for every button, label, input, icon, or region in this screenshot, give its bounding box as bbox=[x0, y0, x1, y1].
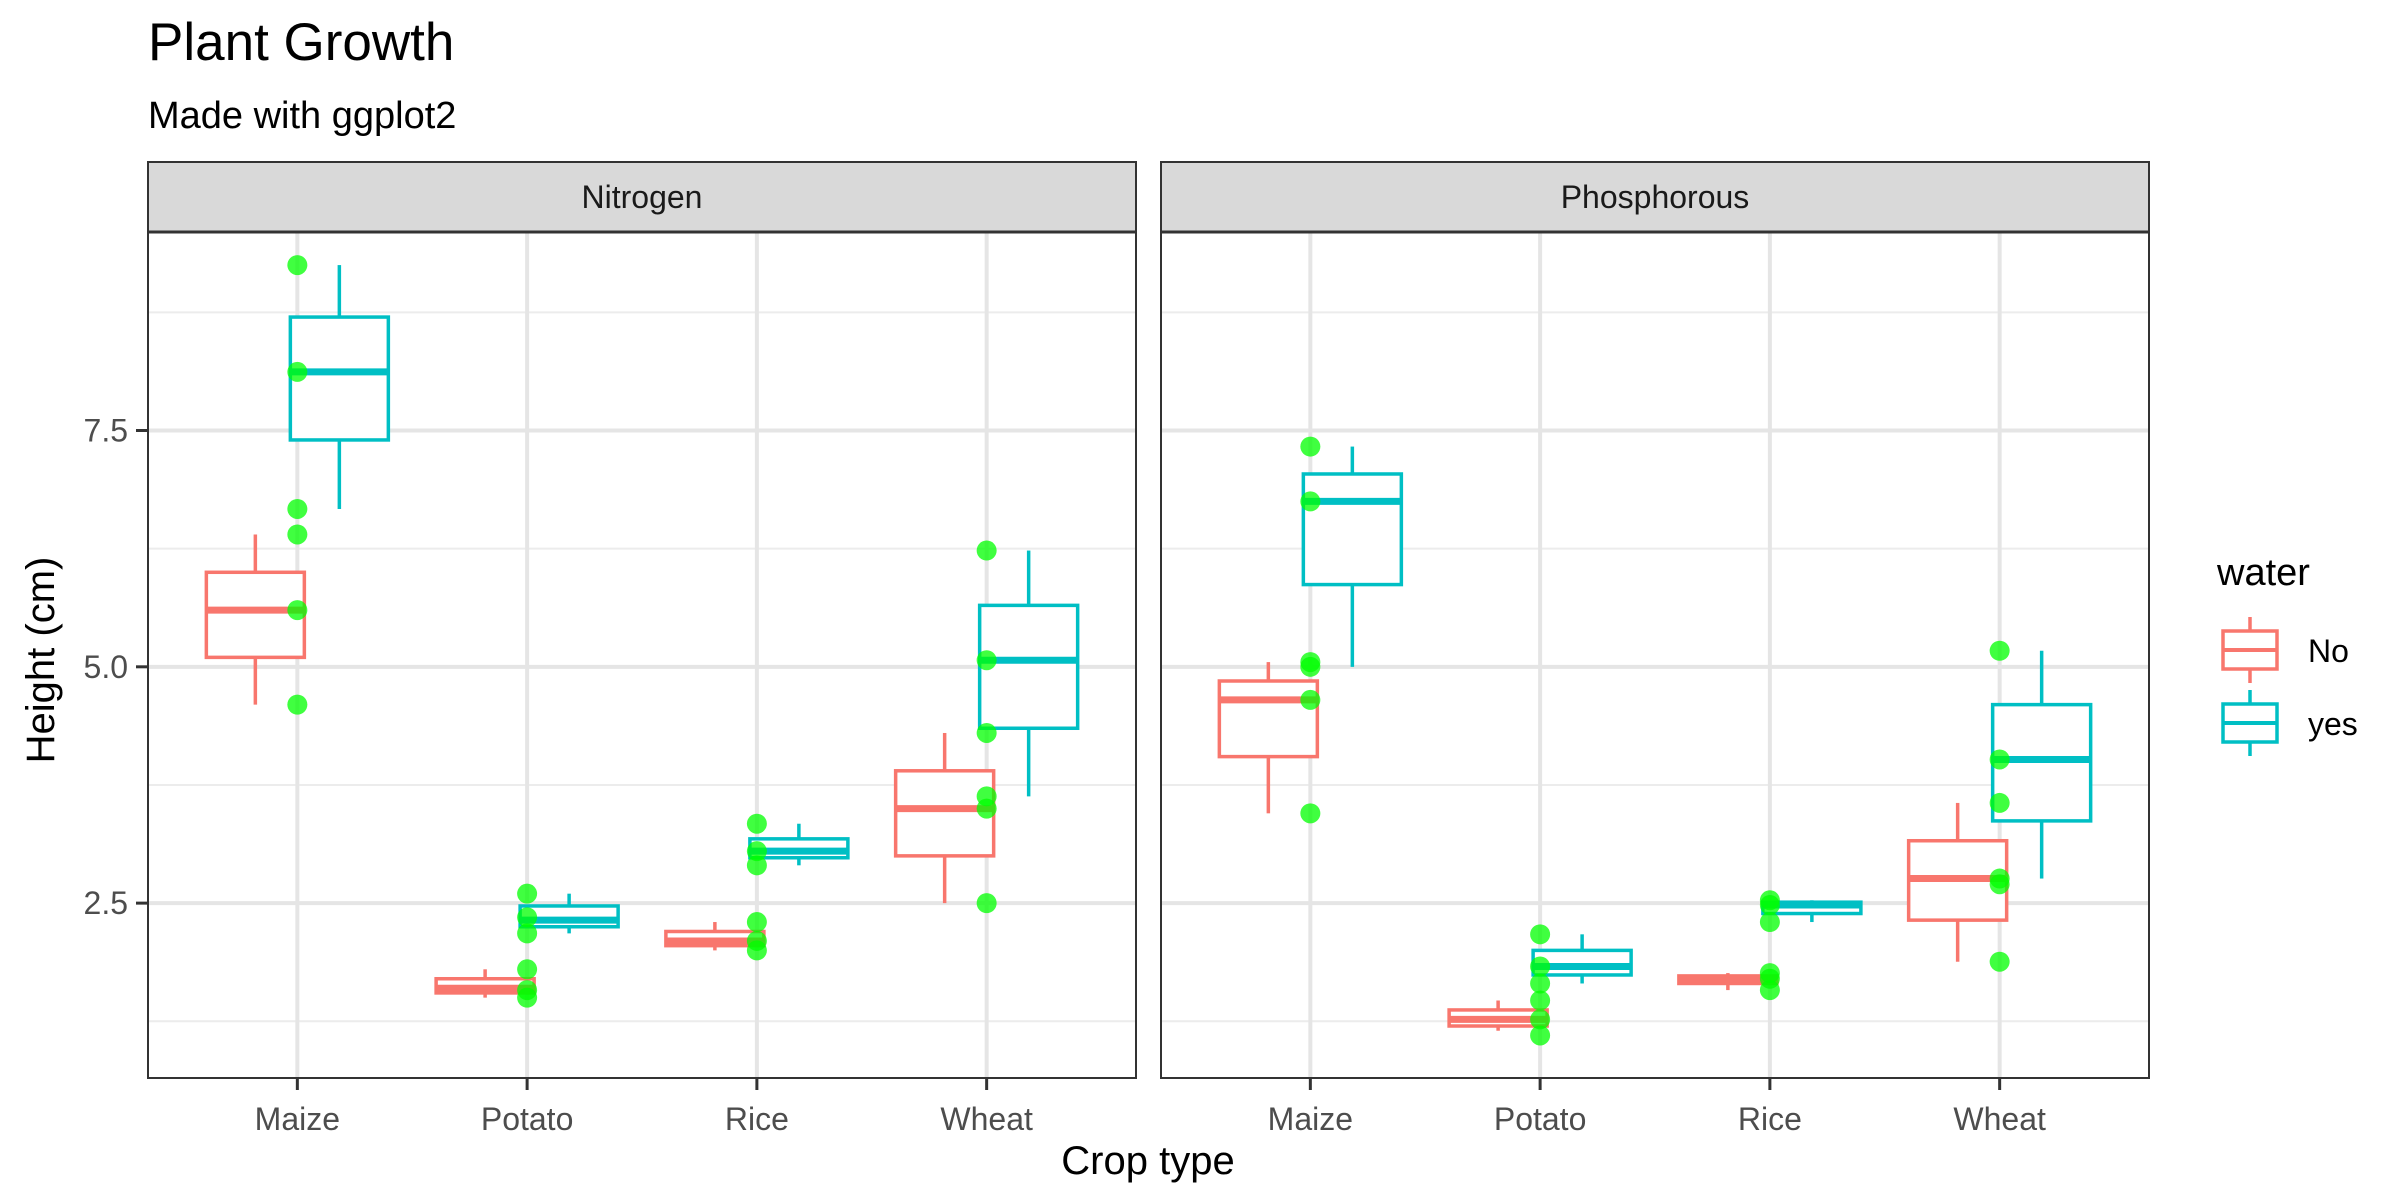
box-body bbox=[1217, 679, 1320, 759]
x-tick-label: Rice bbox=[1738, 1101, 1802, 1137]
y-tick-label: 5.0 bbox=[84, 649, 128, 685]
data-point bbox=[517, 923, 538, 944]
data-point bbox=[1300, 436, 1321, 457]
data-point bbox=[1989, 951, 2010, 972]
box-body bbox=[288, 315, 391, 442]
x-axis-title: Crop type bbox=[1061, 1139, 1234, 1183]
data-point bbox=[746, 940, 767, 961]
strip-label-nitrogen: Nitrogen bbox=[582, 179, 703, 215]
y-axis-title: Height (cm) bbox=[19, 557, 63, 764]
data-point bbox=[1989, 640, 2010, 661]
box-body bbox=[977, 603, 1080, 731]
data-point bbox=[517, 987, 538, 1008]
data-point bbox=[287, 255, 308, 276]
strip-background bbox=[147, 161, 1137, 233]
data-point bbox=[746, 912, 767, 933]
box-maize-yes bbox=[1301, 446, 1404, 667]
y-axis: 2.5 5.0 7.5 bbox=[84, 413, 148, 921]
legend-entry-no: No bbox=[2221, 617, 2349, 683]
box-body bbox=[204, 570, 307, 660]
data-point bbox=[1759, 912, 1780, 933]
legend: water No yes bbox=[2216, 552, 2358, 756]
box-body bbox=[1301, 472, 1404, 587]
data-point bbox=[976, 540, 997, 561]
data-point bbox=[1530, 1009, 1551, 1030]
data-point bbox=[1989, 874, 2010, 895]
data-point bbox=[1530, 990, 1551, 1011]
x-tick-label: Potato bbox=[481, 1101, 574, 1137]
data-point bbox=[517, 883, 538, 904]
x-tick-label: Rice bbox=[725, 1101, 789, 1137]
data-point bbox=[1759, 895, 1780, 916]
data-point bbox=[1530, 973, 1551, 994]
data-point bbox=[1530, 1025, 1551, 1046]
data-point bbox=[517, 959, 538, 980]
facet-nitrogen: Nitrogen Maize Potato Rice Wheat bbox=[147, 161, 1137, 1137]
data-point bbox=[976, 798, 997, 819]
data-point bbox=[746, 855, 767, 876]
facet-phosphorous: Phosphorous Maize Potato Rice Wheat bbox=[1160, 161, 2150, 1137]
legend-title: water bbox=[2216, 552, 2310, 594]
data-point bbox=[976, 650, 997, 671]
chart-subtitle: Made with ggplot2 bbox=[148, 95, 456, 137]
data-point bbox=[287, 524, 308, 545]
data-point bbox=[1530, 924, 1551, 945]
box-maize-yes bbox=[288, 265, 391, 509]
x-tick-label: Maize bbox=[1268, 1101, 1353, 1137]
data-point bbox=[1989, 749, 2010, 770]
data-point bbox=[1300, 491, 1321, 512]
data-point bbox=[1300, 803, 1321, 824]
data-point bbox=[517, 907, 538, 928]
data-point bbox=[976, 893, 997, 914]
data-point bbox=[1989, 792, 2010, 813]
data-point bbox=[1300, 689, 1321, 710]
box-wheat-yes bbox=[977, 550, 1080, 797]
data-point bbox=[287, 600, 308, 621]
data-point bbox=[287, 361, 308, 382]
box-maize-no bbox=[1217, 662, 1320, 814]
box-body bbox=[1531, 948, 1633, 977]
data-point bbox=[287, 694, 308, 715]
x-tick-label: Wheat bbox=[940, 1101, 1033, 1137]
strip-background bbox=[1160, 161, 2150, 233]
strip-label-phosphorous: Phosphorous bbox=[1561, 179, 1750, 215]
data-point bbox=[746, 813, 767, 834]
legend-label-yes: yes bbox=[2308, 706, 2358, 742]
x-tick-label: Maize bbox=[255, 1101, 340, 1137]
data-point bbox=[746, 841, 767, 862]
legend-label-no: No bbox=[2308, 633, 2349, 669]
facet-panels: Nitrogen Maize Potato Rice Wheat Phosphorous M… bbox=[147, 161, 2150, 1137]
x-tick-label: Wheat bbox=[1953, 1101, 2046, 1137]
data-point bbox=[1759, 980, 1780, 1001]
panel-background bbox=[1161, 232, 2149, 1078]
data-point bbox=[1530, 956, 1551, 977]
y-tick-label: 7.5 bbox=[84, 413, 128, 449]
data-point bbox=[287, 498, 308, 519]
y-tick-label: 2.5 bbox=[84, 885, 128, 921]
x-tick-label: Potato bbox=[1494, 1101, 1587, 1137]
data-point bbox=[1300, 656, 1321, 677]
legend-entry-yes: yes bbox=[2221, 690, 2358, 756]
chart-title: Plant Growth bbox=[148, 13, 454, 72]
data-point bbox=[976, 722, 997, 743]
